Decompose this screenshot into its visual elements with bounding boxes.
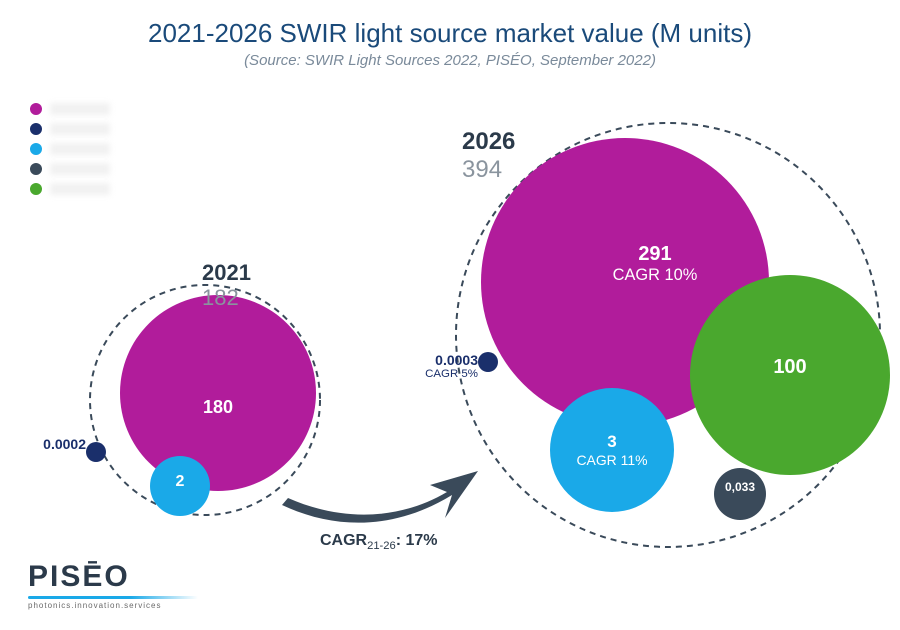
bubble-label: 3CAGR 11% (552, 432, 672, 469)
cluster-year: 2026 (462, 128, 515, 156)
bubble-value: 100 (730, 355, 850, 379)
bubble-label: 2 (120, 472, 240, 491)
logo-tagline: photonics.innovation.services (28, 601, 198, 610)
bubble-value: 180 (158, 397, 278, 419)
cluster-total: 394 (462, 156, 515, 184)
bubble-chart-svg (0, 0, 900, 630)
side-value: 0.0003 (402, 352, 478, 368)
side-label: 0.0002 (18, 436, 86, 452)
bubble-value: 3 (552, 432, 672, 452)
bubble-cagr: CAGR 11% (552, 452, 672, 469)
bubble-label: 100 (730, 355, 850, 379)
cluster-label: 2026394 (462, 128, 515, 183)
cluster-label: 2021182 (202, 260, 251, 311)
piseo-logo: PISĒO photonics.innovation.services (28, 562, 198, 610)
chart-page: 2021-2026 SWIR light source market value… (0, 0, 900, 630)
bubble-label: 0,033 (680, 480, 800, 494)
cagr-arrow-label: CAGR21-26: 17% (320, 532, 438, 552)
bubble-label: 291CAGR 10% (595, 242, 715, 286)
logo-brand: PISĒO (28, 562, 198, 592)
side-value: 0.0002 (18, 436, 86, 452)
bubble-value: 291 (595, 242, 715, 266)
logo-underline (28, 596, 198, 599)
cluster-year: 2021 (202, 260, 251, 285)
bubble-label: 180 (158, 397, 278, 419)
cluster-total: 182 (202, 285, 251, 310)
side-label: 0.0003CAGR 5% (402, 352, 478, 381)
side-cagr: CAGR 5% (402, 368, 478, 381)
bubble-value: 0,033 (680, 480, 800, 494)
bubble-cagr: CAGR 10% (595, 266, 715, 286)
bubble-value: 2 (120, 472, 240, 491)
